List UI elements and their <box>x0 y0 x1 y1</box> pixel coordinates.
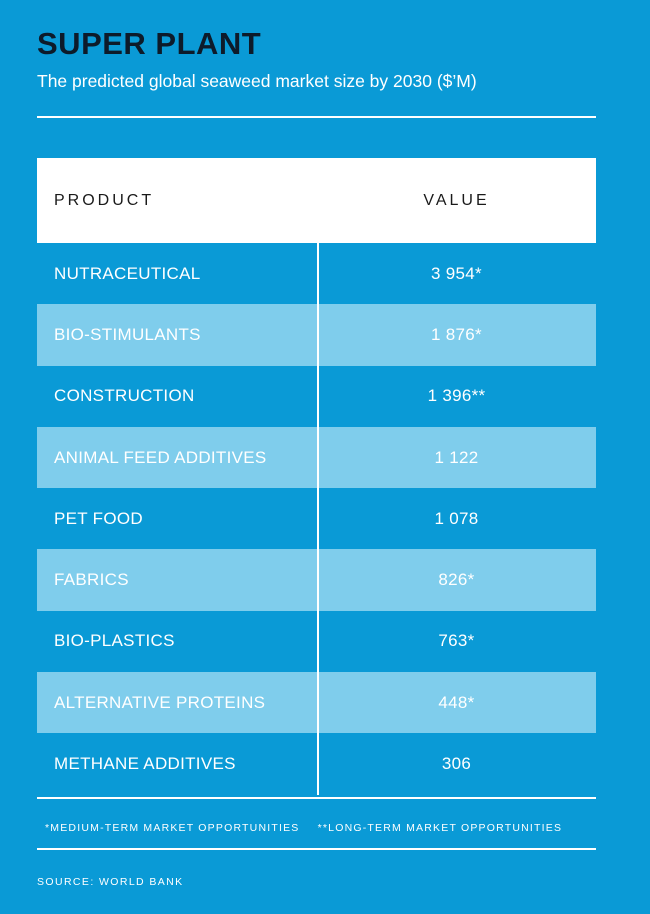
product-label: FABRICS <box>54 570 129 590</box>
header-value: VALUE <box>423 191 490 209</box>
product-label: PET FOOD <box>54 508 143 528</box>
market-table: PRODUCT VALUE NUTRACEUTICAL 3 954* BIO-S… <box>37 158 596 795</box>
product-label: NUTRACEUTICAL <box>54 263 201 283</box>
page-subtitle: The predicted global seaweed market size… <box>37 71 477 91</box>
footnotes: *MEDIUM-TERM MARKET OPPORTUNITIES **LONG… <box>45 822 562 834</box>
value-label: 1 122 <box>434 447 479 467</box>
table-row: METHANE ADDITIVES 306 <box>37 733 596 794</box>
value-label: 826* <box>438 570 475 590</box>
source-credit: SOURCE: WORLD BANK <box>37 876 184 888</box>
header-product: PRODUCT <box>54 191 155 209</box>
table-row: ALTERNATIVE PROTEINS 448* <box>37 672 596 734</box>
table-row: CONSTRUCTION 1 396** <box>37 366 596 427</box>
value-label: 306 <box>441 754 472 774</box>
product-label: METHANE ADDITIVES <box>54 754 236 774</box>
footnote-long-term: **LONG-TERM MARKET OPPORTUNITIES <box>317 822 563 834</box>
table-body: NUTRACEUTICAL 3 954* BIO-STIMULANTS 1 87… <box>37 243 596 795</box>
table-bottom-divider <box>37 797 596 799</box>
table-row: FABRICS 826* <box>37 549 596 611</box>
product-label: CONSTRUCTION <box>54 386 195 406</box>
value-label: 763* <box>438 631 475 651</box>
value-label: 3 954* <box>431 263 482 283</box>
product-label: ANIMAL FEED ADDITIVES <box>54 447 267 467</box>
value-label: 1 078 <box>434 508 479 528</box>
table-header: PRODUCT VALUE <box>37 158 596 243</box>
table-row: BIO-STIMULANTS 1 876* <box>37 304 596 366</box>
product-label: BIO-PLASTICS <box>54 631 175 651</box>
column-divider <box>317 243 319 795</box>
footer-divider <box>37 848 596 850</box>
table-row: PET FOOD 1 078 <box>37 488 596 549</box>
value-label: 1 876* <box>431 324 482 344</box>
footnote-medium-term: *MEDIUM-TERM MARKET OPPORTUNITIES <box>45 822 300 834</box>
product-label: BIO-STIMULANTS <box>54 324 201 344</box>
value-label: 448* <box>438 692 475 712</box>
top-divider <box>37 116 596 118</box>
table-row: NUTRACEUTICAL 3 954* <box>37 243 596 304</box>
value-label: 1 396** <box>427 386 486 406</box>
product-label: ALTERNATIVE PROTEINS <box>54 692 266 712</box>
table-row: BIO-PLASTICS 763* <box>37 611 596 672</box>
page-title: SUPER PLANT <box>37 26 262 61</box>
table-row: ANIMAL FEED ADDITIVES 1 122 <box>37 426 596 489</box>
